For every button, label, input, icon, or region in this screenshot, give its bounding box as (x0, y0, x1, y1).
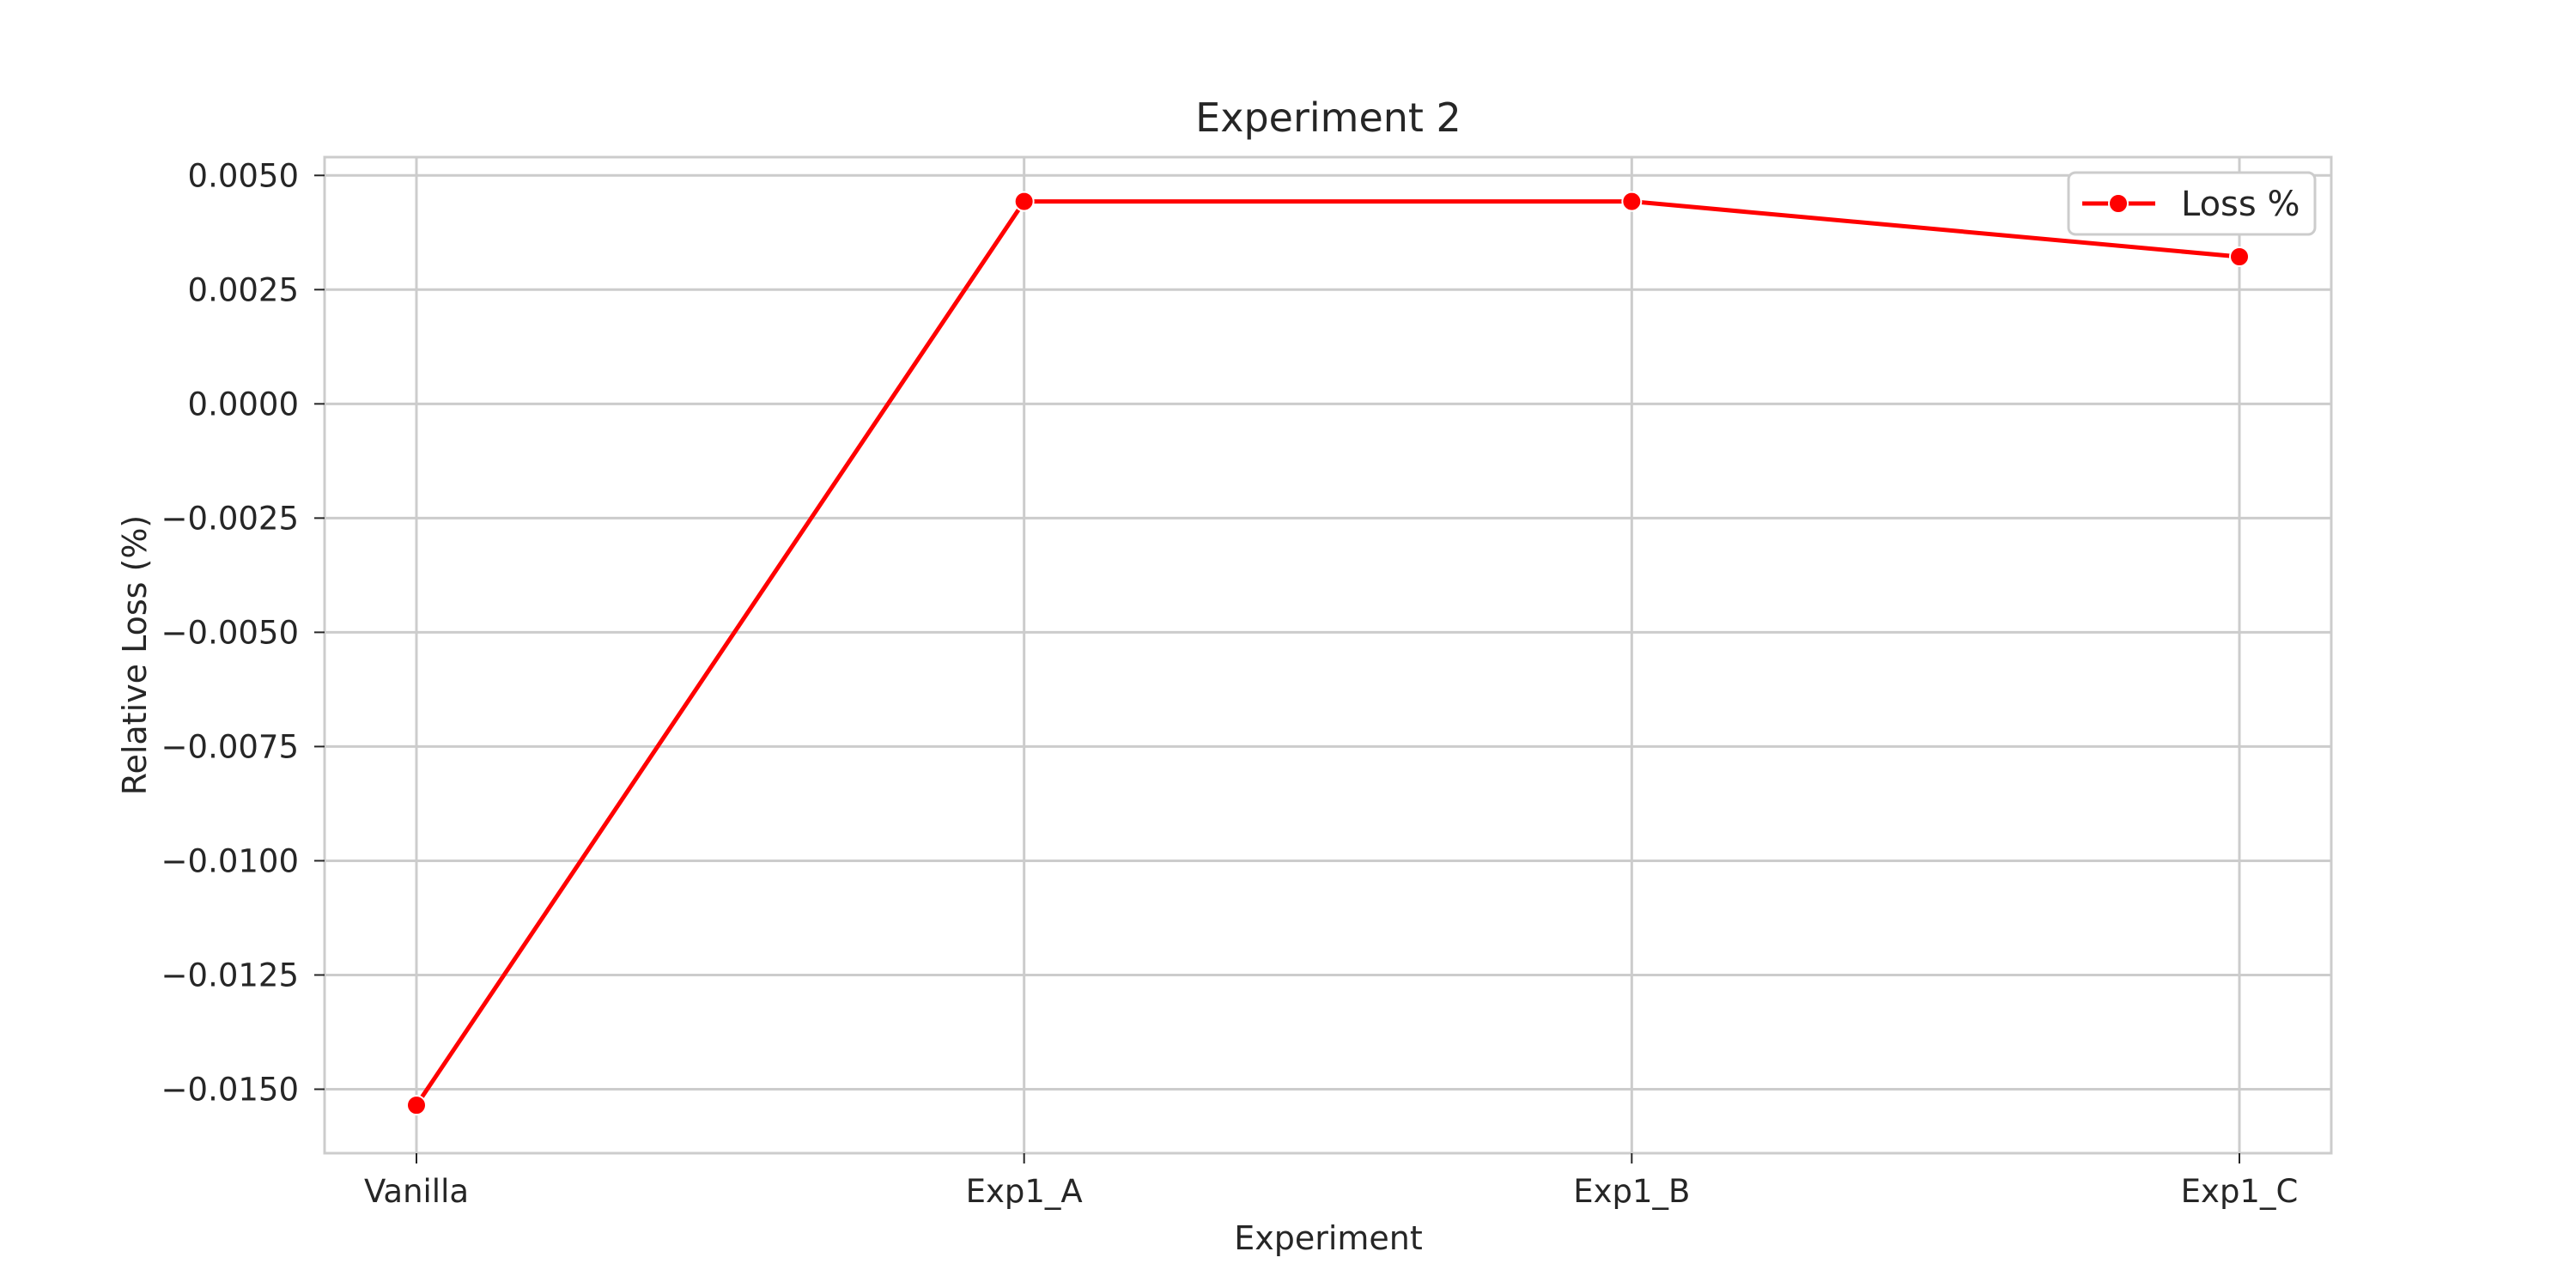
x-axis-ticks: Vanilla Exp1_A Exp1_B Exp1_C (364, 1153, 2298, 1210)
data-point (406, 1095, 427, 1116)
chart-title: Experiment 2 (1195, 94, 1461, 141)
y-tick-label: −0.0050 (161, 614, 299, 651)
y-axis-ticks: 0.0050 0.0025 0.0000 −0.0025 −0.0050 −0.0075 −… (161, 157, 325, 1109)
legend-label: Loss % (2181, 185, 2300, 224)
y-axis-label: Relative Loss (%) (116, 515, 154, 796)
x-tick-label: Exp1_A (966, 1173, 1083, 1210)
legend-marker (2108, 193, 2129, 214)
y-tick-label: −0.0100 (161, 842, 299, 879)
data-point (1621, 191, 1643, 212)
legend-box (2067, 171, 2317, 236)
x-tick-label: Exp1_B (1573, 1173, 1690, 1210)
x-tick-label: Exp1_C (2181, 1173, 2299, 1210)
y-tick-label: 0.0050 (188, 157, 299, 194)
x-tick-label: Vanilla (364, 1173, 469, 1210)
x-axis-label: Experiment (1234, 1219, 1423, 1257)
y-tick-label: −0.0075 (161, 728, 299, 765)
data-point (2229, 246, 2250, 267)
y-tick-label: −0.0150 (161, 1072, 299, 1109)
series-layer (406, 191, 2250, 1116)
grid-lines (325, 157, 2331, 1153)
data-point (1013, 191, 1035, 212)
plot-frame (323, 155, 2333, 1155)
y-tick-label: 0.0025 (188, 271, 299, 308)
y-tick-label: 0.0000 (188, 386, 299, 422)
y-tick-label: −0.0125 (161, 957, 299, 993)
series-line (414, 199, 2240, 1107)
legend: Loss % (2067, 171, 2317, 236)
y-tick-label: −0.0025 (161, 500, 299, 537)
